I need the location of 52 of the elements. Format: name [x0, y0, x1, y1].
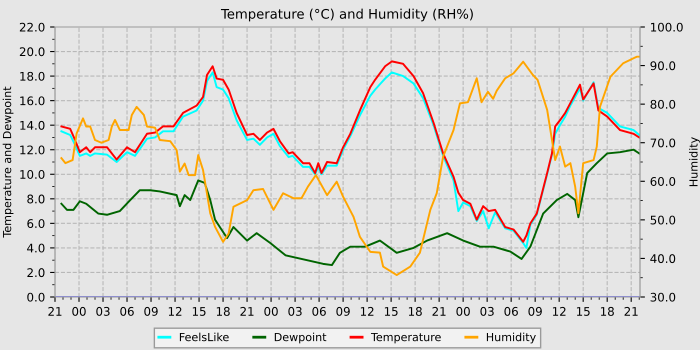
y-tick-label: 16.0: [20, 96, 44, 106]
y-axis-title: Temperature and Dewpoint: [2, 86, 14, 238]
x-tick-label: 03: [96, 306, 110, 316]
x-tick-label: 21: [624, 306, 638, 316]
x-tick-label: 03: [480, 306, 494, 316]
x-tick-label: 09: [336, 306, 350, 316]
y2-tick-label: 50.0: [650, 216, 676, 225]
x-tick-label: 00: [72, 306, 86, 316]
legend-label: Dewpoint: [274, 332, 326, 344]
x-tick-label: 15: [576, 307, 590, 316]
x-tick-label: 00: [264, 306, 278, 316]
y2-tick-label: 80.0: [650, 100, 676, 109]
legend-label: FeelsLike: [180, 332, 229, 342]
x-tick-label: 18: [408, 306, 422, 316]
y2-tick-label: 40.0: [650, 254, 676, 264]
x-tick-label: 21: [48, 306, 62, 316]
x-tick-label: 09: [144, 306, 158, 316]
x-tick-label: 06: [120, 306, 134, 316]
x-tick-label: 15: [384, 307, 398, 316]
x-tick-label: 18: [600, 306, 614, 316]
x-tick-label: 21: [432, 306, 446, 316]
y-tick-label: 0.0: [27, 292, 44, 302]
legend-label: Temperature: [370, 332, 441, 344]
y2-tick-label: 70.0: [650, 138, 676, 148]
y2-tick-label: 30.0: [650, 292, 676, 302]
y-tick-label: 2.0: [27, 268, 44, 278]
y2-tick-label: 100.0: [651, 22, 683, 32]
x-tick-label: 15: [192, 307, 206, 316]
chart-title: Temperature (°C) and Humidity (RH%): [220, 8, 473, 22]
y-tick-label: 10.0: [20, 170, 44, 179]
x-tick-label: 12: [552, 306, 566, 316]
y-tick-label: 22.0: [20, 22, 44, 32]
x-tick-label: 06: [504, 306, 518, 316]
x-tick-label: 06: [312, 306, 326, 316]
x-tick-label: 12: [360, 306, 374, 316]
y2-tick-label: 60.0: [650, 177, 676, 186]
x-tick-label: 12: [168, 306, 182, 316]
y-tick-label: 6.0: [27, 219, 44, 228]
x-tick-label: 03: [288, 306, 302, 316]
x-tick-label: 18: [216, 306, 230, 316]
y-tick-label: 18.0: [20, 72, 44, 81]
y-tick-label: 4.0: [27, 244, 44, 253]
legend-label: Humidity: [486, 332, 536, 344]
y-tick-label: 14.0: [20, 120, 44, 130]
x-tick-label: 09: [528, 306, 542, 316]
y-tick-label: 8.0: [27, 194, 44, 204]
y2-tick-label: 90.0: [650, 61, 676, 70]
y-tick-label: 20.0: [20, 47, 44, 56]
y-tick-label: 12.0: [20, 145, 44, 154]
y2-axis-title: Humidity: [689, 137, 700, 186]
x-tick-label: 00: [456, 306, 470, 316]
x-tick-label: 21: [240, 306, 254, 316]
